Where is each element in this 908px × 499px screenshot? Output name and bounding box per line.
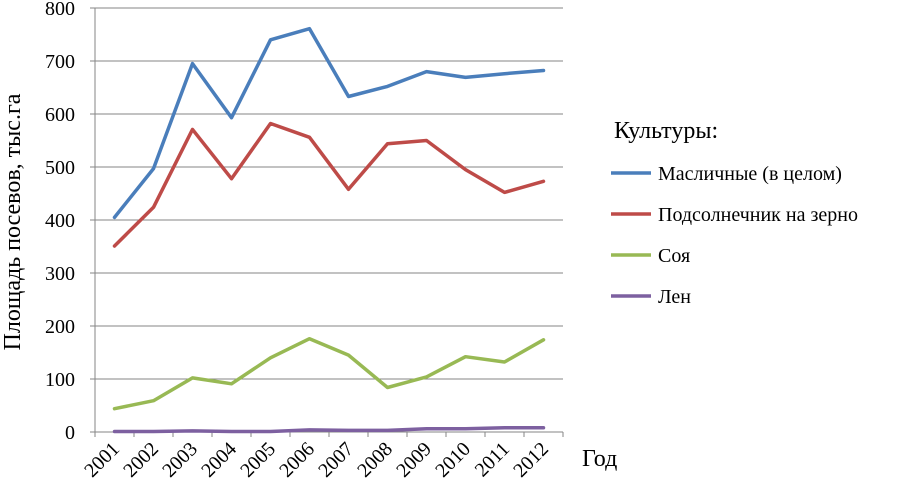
- series-line-3: [112, 426, 546, 434]
- y-axis-label: Площадь посевов, тыс.га: [0, 93, 26, 350]
- y-tick-label: 400: [45, 210, 75, 232]
- legend: Культуры: Масличные (в целом) Подсолнечни…: [611, 118, 858, 308]
- legend-label-1: Подсолнечник на зерно: [658, 204, 858, 226]
- series-line-1: [112, 121, 546, 248]
- y-tick-label: 500: [45, 157, 75, 179]
- y-tick-label: 800: [45, 0, 75, 20]
- x-tick-label: 2009: [392, 438, 436, 482]
- x-axis-ticks: 2001200220032004200520062007200820092010…: [80, 432, 564, 482]
- x-tick-label: 2005: [236, 438, 280, 482]
- x-tick-label: 2003: [158, 438, 202, 482]
- series-line-2: [112, 336, 546, 411]
- y-tick-label: 700: [45, 51, 75, 73]
- series-lines: [112, 26, 546, 434]
- y-tick-label: 100: [45, 369, 75, 391]
- legend-label-2: Соя: [658, 245, 690, 267]
- y-tick-label: 0: [65, 422, 75, 444]
- y-tick-label: 300: [45, 263, 75, 285]
- x-tick-label: 2007: [314, 438, 358, 482]
- legend-title: Культуры:: [614, 118, 718, 144]
- x-tick-label: 2010: [431, 438, 475, 482]
- x-tick-label: 2002: [119, 438, 163, 482]
- y-tick-label: 200: [45, 316, 75, 338]
- series-line-0: [112, 26, 546, 220]
- legend-label-0: Масличные (в целом): [658, 163, 842, 185]
- x-tick-label: 2011: [471, 438, 514, 481]
- y-axis-ticks: 0 100 200 300 400 500 600 700 800: [45, 0, 95, 444]
- x-tick-label: 2004: [197, 438, 241, 482]
- legend-label-3: Лен: [658, 286, 691, 308]
- x-tick-label: 2012: [509, 438, 553, 482]
- x-axis-label: Год: [582, 446, 617, 472]
- y-tick-label: 600: [45, 104, 75, 126]
- x-tick-label: 2001: [80, 438, 124, 482]
- x-tick-label: 2008: [353, 438, 397, 482]
- x-tick-label: 2006: [275, 438, 319, 482]
